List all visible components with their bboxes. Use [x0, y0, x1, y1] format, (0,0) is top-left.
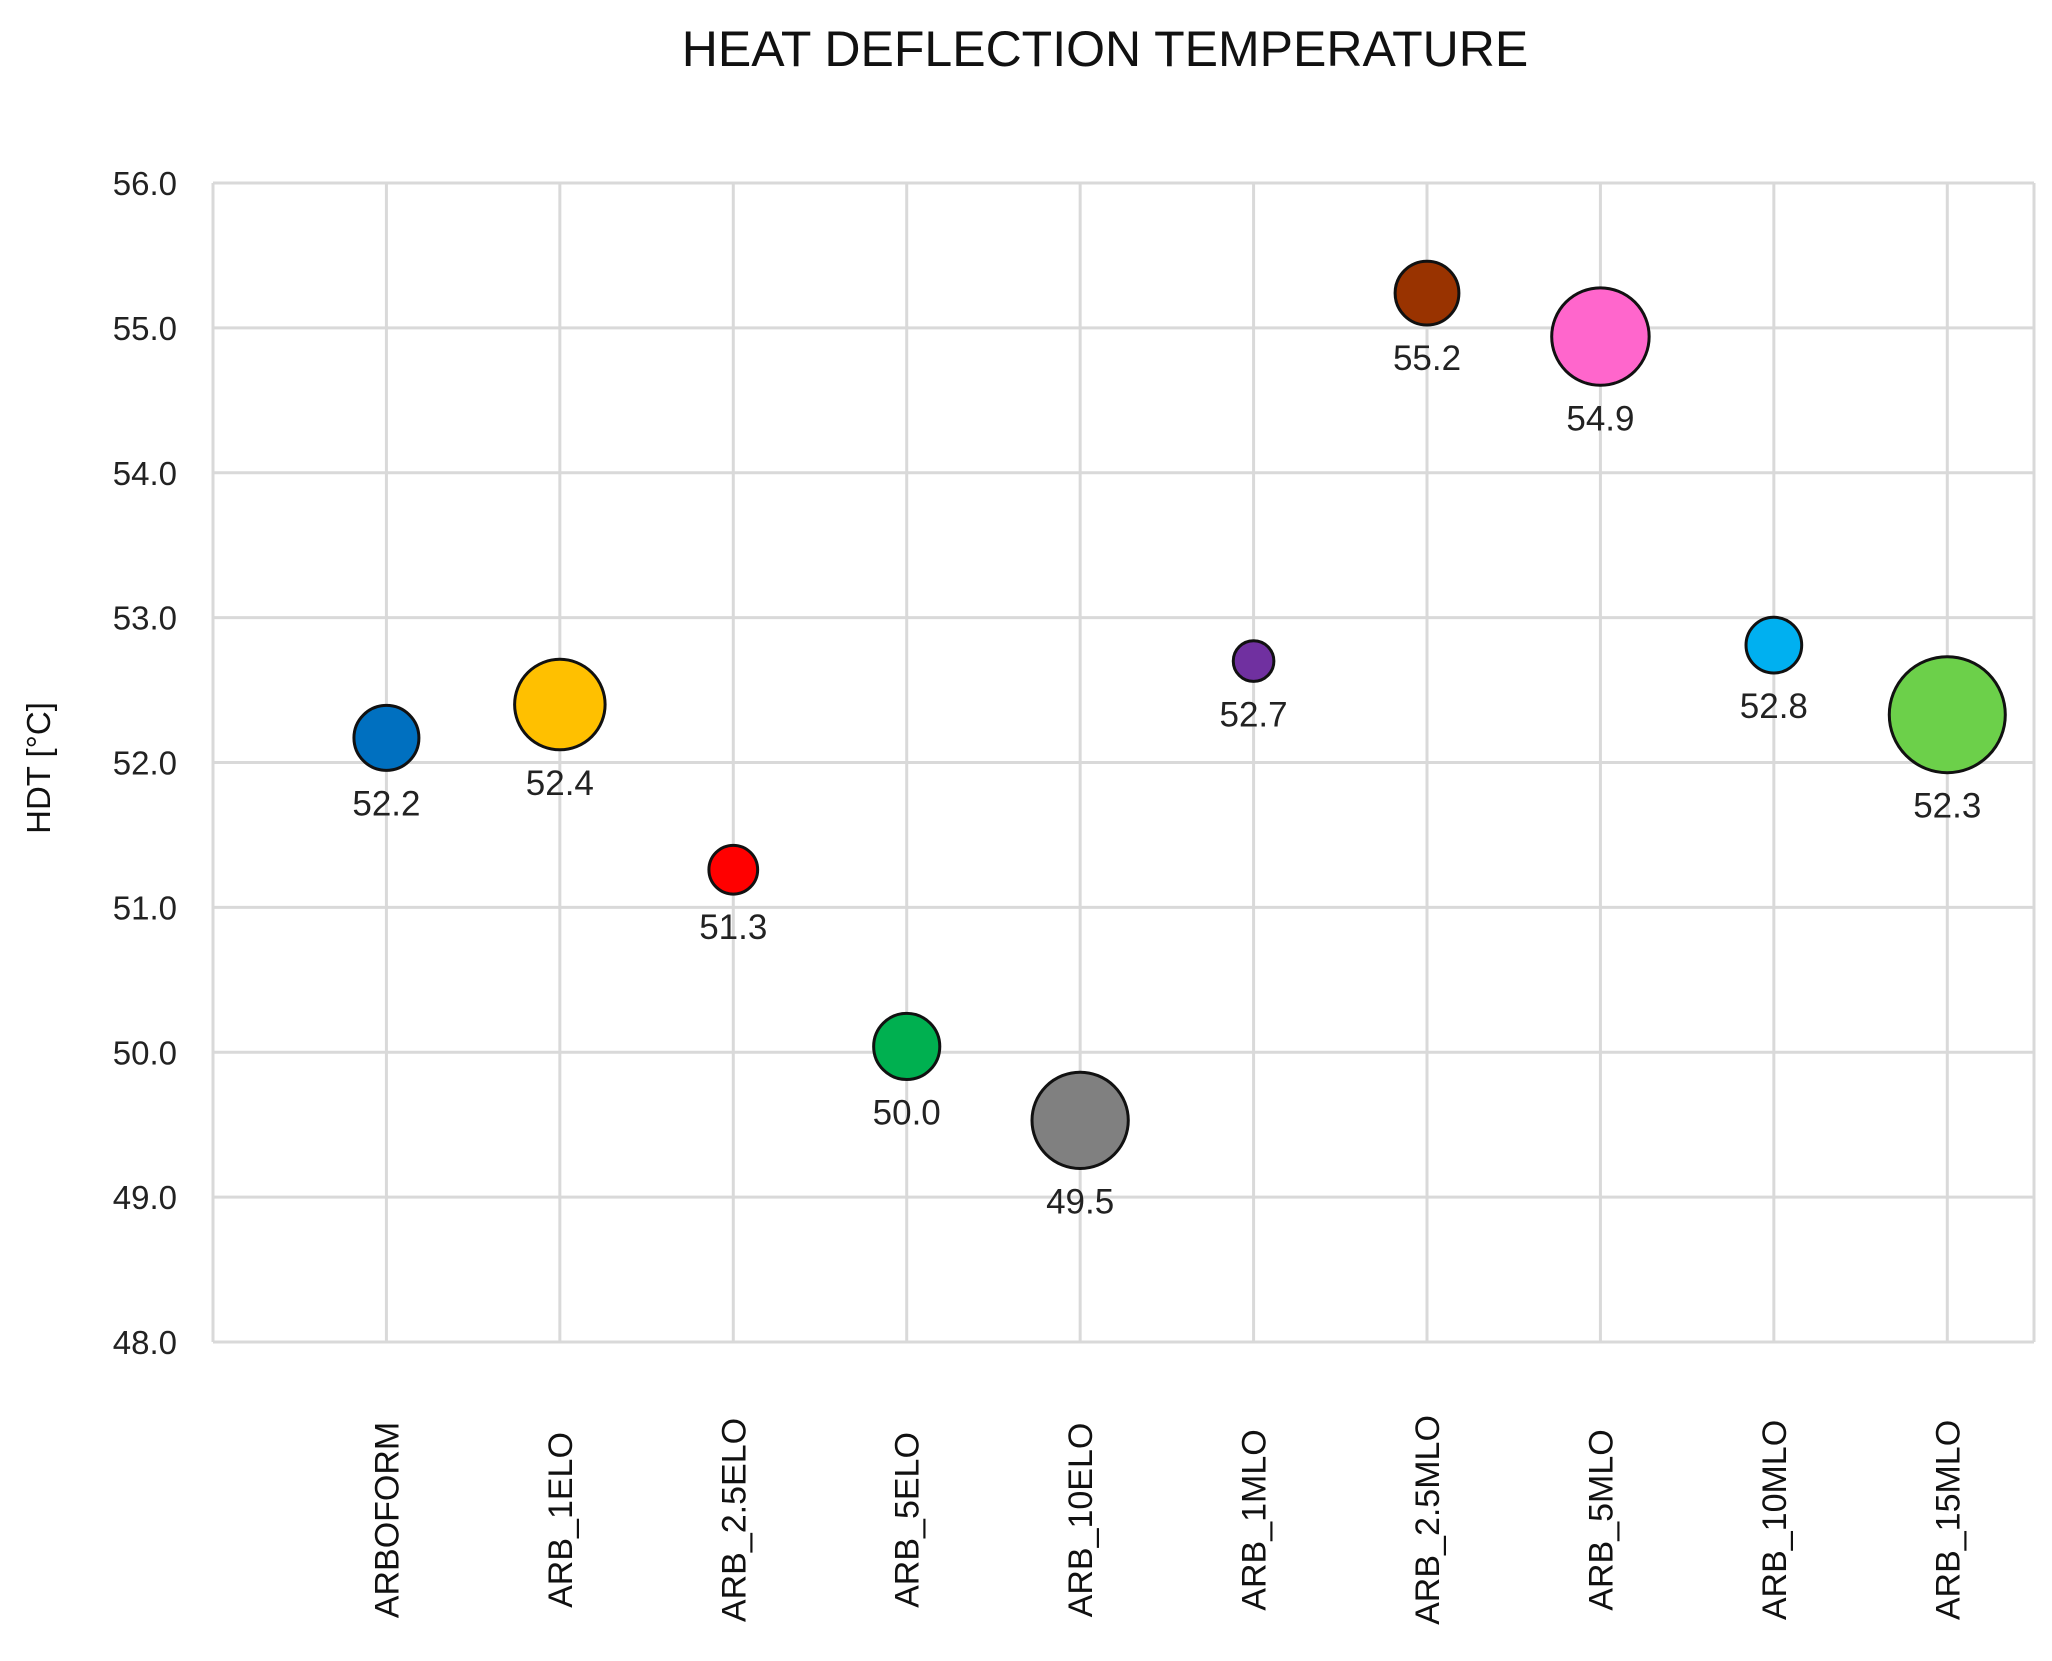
data-points — [352, 259, 2007, 1170]
y-tick-label: 54.0 — [113, 455, 177, 492]
bubble-arboform — [352, 703, 421, 772]
data-label: 49.5 — [1046, 1182, 1114, 1221]
x-tick-label: ARB_5ELO — [889, 1432, 927, 1608]
y-tick-label: 56.0 — [113, 165, 177, 202]
x-tick-label: ARB_10ELO — [1062, 1423, 1100, 1618]
bubble-arb-1mlo — [1231, 639, 1276, 683]
x-tick-label: ARBOFORM — [368, 1422, 406, 1618]
grid — [211, 181, 2036, 1344]
bubble-arb-5mlo — [1550, 286, 1651, 387]
bubble-arb-10elo — [1030, 1070, 1130, 1170]
data-label: 52.3 — [1913, 787, 1981, 826]
y-axis-title: HDT [°C] — [20, 702, 57, 834]
y-tick-label: 51.0 — [113, 889, 177, 926]
x-tick-label: ARB_5MLO — [1582, 1429, 1620, 1610]
data-label: 51.3 — [699, 908, 767, 947]
bubble-arb-10mlo — [1744, 615, 1804, 675]
bubble-arb-5elo — [872, 1011, 942, 1082]
x-tick-label: ARB_1MLO — [1236, 1429, 1274, 1610]
y-tick-label: 50.0 — [113, 1034, 177, 1071]
x-tick-label: ARB_2.5ELO — [715, 1418, 753, 1622]
data-label: 52.4 — [526, 764, 594, 803]
y-tick-label: 53.0 — [113, 600, 177, 637]
x-tick-label: ARB_15MLO — [1929, 1420, 1967, 1620]
bubble-arb-2-5elo — [707, 843, 760, 896]
x-tick-label: ARB_1ELO — [542, 1432, 580, 1608]
bubble-arb-2-5mlo — [1393, 259, 1461, 327]
x-axis-ticks: ARBOFORM ARB_1ELO ARB_2.5ELO ARB_5ELO ARB_10… — [368, 1415, 1967, 1625]
x-tick-label: ARB_2.5MLO — [1409, 1415, 1447, 1625]
data-label: 52.2 — [352, 784, 420, 823]
y-tick-label: 55.0 — [113, 310, 177, 347]
chart-title: HEAT DEFLECTION TEMPERATURE — [682, 21, 1528, 77]
y-tick-label: 49.0 — [113, 1179, 177, 1216]
data-labels: 52.2 52.4 51.3 50.0 49.5 52.7 55.2 54.9 52.8 52.3 — [352, 339, 1981, 1221]
y-axis-ticks: 48.0 49.0 50.0 51.0 52.0 53.0 54.0 55.0 56.0 — [113, 165, 177, 1361]
data-label: 50.0 — [873, 1094, 941, 1133]
bubble-arb-15mlo — [1887, 655, 2007, 775]
data-label: 52.7 — [1220, 695, 1288, 734]
data-label: 55.2 — [1393, 339, 1461, 378]
bubble-arb-1elo — [513, 657, 607, 752]
y-tick-label: 52.0 — [113, 745, 177, 782]
y-tick-label: 48.0 — [113, 1324, 177, 1361]
x-tick-label: ARB_10MLO — [1756, 1420, 1794, 1620]
data-label: 52.8 — [1740, 687, 1808, 726]
data-label: 54.9 — [1566, 399, 1634, 438]
